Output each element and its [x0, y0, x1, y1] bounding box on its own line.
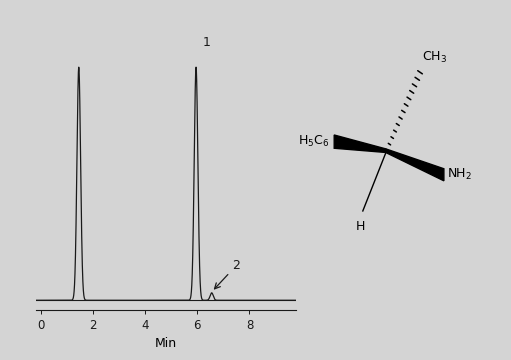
- Polygon shape: [386, 149, 444, 181]
- Text: H: H: [356, 220, 365, 233]
- Text: CH$_3$: CH$_3$: [423, 50, 448, 65]
- Text: 2: 2: [215, 259, 240, 289]
- X-axis label: Min: Min: [155, 337, 177, 350]
- Text: NH$_2$: NH$_2$: [447, 167, 472, 182]
- Polygon shape: [334, 135, 386, 153]
- Text: H$_5$C$_6$: H$_5$C$_6$: [298, 134, 330, 149]
- Text: 1: 1: [202, 36, 211, 49]
